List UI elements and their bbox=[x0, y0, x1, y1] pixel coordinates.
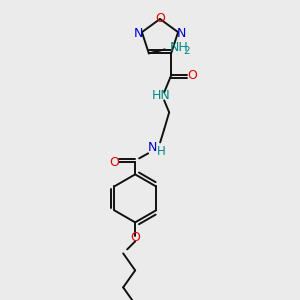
Text: HN: HN bbox=[152, 89, 170, 102]
Text: N: N bbox=[148, 141, 157, 154]
Text: N: N bbox=[134, 27, 144, 40]
Text: O: O bbox=[109, 156, 119, 169]
Text: O: O bbox=[130, 231, 140, 244]
Text: H: H bbox=[157, 145, 166, 158]
Text: O: O bbox=[155, 11, 165, 25]
Text: NH: NH bbox=[170, 41, 189, 54]
Text: 2: 2 bbox=[183, 46, 190, 56]
Text: N: N bbox=[176, 27, 186, 40]
Text: O: O bbox=[187, 69, 197, 82]
